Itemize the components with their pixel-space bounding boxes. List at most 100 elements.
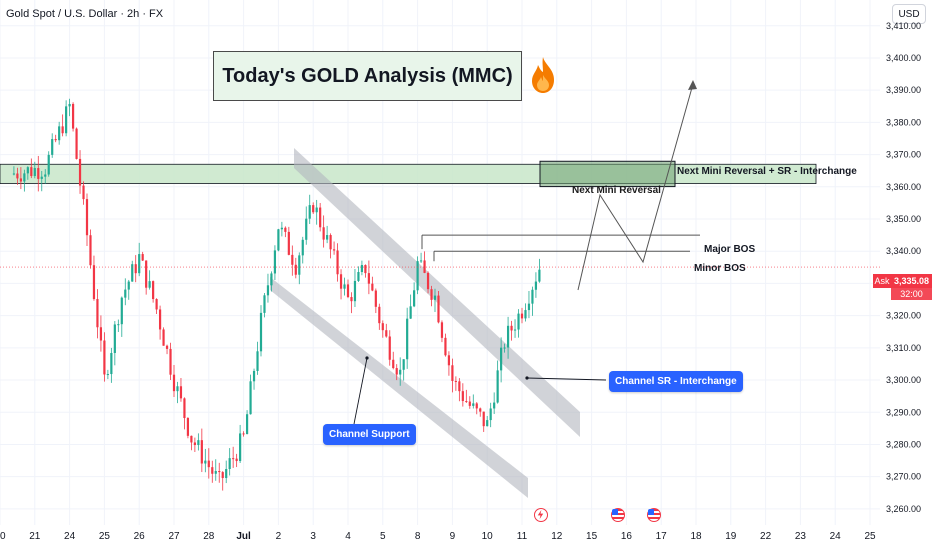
candle-body <box>225 469 228 479</box>
candle-body <box>409 306 412 319</box>
candle-body <box>350 297 353 302</box>
candle-body <box>531 289 534 304</box>
candle-body <box>124 289 127 298</box>
candle-body <box>353 280 357 302</box>
candle-body <box>378 306 381 324</box>
chart-svg[interactable] <box>0 0 880 525</box>
candle-body <box>291 254 294 265</box>
candle-body <box>138 254 141 274</box>
candle-body <box>221 472 224 479</box>
candle-body <box>141 254 144 261</box>
annotation-lines <box>0 80 880 425</box>
candle-body <box>287 231 290 255</box>
candle-body <box>381 323 384 331</box>
candle-body <box>134 264 137 274</box>
candle-body <box>145 260 148 288</box>
candle-body <box>176 386 179 392</box>
mini-reversal-box <box>539 160 676 188</box>
bar-countdown: 32:00 <box>891 288 932 300</box>
channel-lower-band <box>270 277 528 498</box>
candle-body <box>402 359 405 370</box>
candle-body <box>482 411 485 427</box>
x-tick-label: 2 <box>276 531 282 542</box>
projection-path <box>577 83 694 291</box>
y-tick-label: 3,290.00 <box>886 407 921 417</box>
candle-body <box>200 440 203 464</box>
candle-body <box>440 322 444 338</box>
candle-body <box>364 265 367 274</box>
candle-body <box>26 167 29 174</box>
flash-event-icon[interactable] <box>534 508 548 522</box>
candle-body <box>527 303 531 311</box>
candle-body <box>520 313 524 319</box>
candles <box>12 98 541 491</box>
x-tick-label: 18 <box>690 531 702 542</box>
minor-bos-label: Minor BOS <box>694 263 746 274</box>
candle-body <box>16 173 19 179</box>
candle-body <box>371 283 374 291</box>
candle-body <box>228 458 231 470</box>
candle-body <box>214 471 217 474</box>
candle-body <box>183 398 186 419</box>
x-tick-label: 21 <box>29 531 41 542</box>
x-tick-label: 4 <box>345 531 351 542</box>
candle-body <box>388 336 391 360</box>
candle-body <box>152 281 155 300</box>
chart-plot-area[interactable]: Gold Spot / U.S. Dollar · 2h · FX Today'… <box>0 0 880 525</box>
us-flag-event-icon[interactable] <box>647 508 661 522</box>
ask-label: Ask <box>873 274 891 288</box>
major-bos-label: Major BOS <box>704 244 756 255</box>
candle-body <box>496 370 499 403</box>
channel-sr-tag[interactable]: Channel SR - Interchange <box>609 371 743 392</box>
candle-body <box>75 128 78 159</box>
candle-body <box>489 408 492 421</box>
candle-body <box>193 442 196 446</box>
candle-body <box>172 374 176 392</box>
candle-body <box>239 433 242 462</box>
us-flag-event-icon[interactable] <box>611 508 625 522</box>
candle-body <box>197 440 200 446</box>
candle-body <box>319 207 322 228</box>
candle-body <box>458 381 461 392</box>
candle-body <box>259 312 263 352</box>
candle-body <box>78 158 82 186</box>
y-tick-label: 3,350.00 <box>886 214 921 224</box>
candle-body <box>301 239 304 256</box>
candle-body <box>190 435 193 443</box>
candle-body <box>256 351 259 371</box>
candle-body <box>204 460 207 464</box>
candle-body <box>479 408 482 412</box>
time-axis[interactable]: 20212425262728Jul23458910111215161718192… <box>0 525 880 550</box>
reversal-zone <box>0 160 817 188</box>
x-tick-label: Jul <box>236 531 251 542</box>
headline-text: Today's GOLD Analysis (MMC) <box>222 64 513 87</box>
candle-body <box>524 310 527 319</box>
candle-body <box>360 265 364 273</box>
candle-body <box>92 265 96 300</box>
candle-body <box>534 281 538 290</box>
analysis-headline[interactable]: Today's GOLD Analysis (MMC) <box>213 51 522 101</box>
x-tick-label: 5 <box>380 531 386 542</box>
x-tick-label: 20 <box>0 531 6 542</box>
symbol-title[interactable]: Gold Spot / U.S. Dollar · 2h · FX <box>6 8 164 20</box>
candle-body <box>312 205 315 213</box>
candle-body <box>357 272 360 281</box>
candle-body <box>538 269 541 282</box>
y-tick-label: 3,320.00 <box>886 311 921 321</box>
candle-body <box>506 325 510 348</box>
candle-body <box>322 227 325 240</box>
candle-body <box>423 260 426 273</box>
x-tick-label: 24 <box>830 531 842 542</box>
y-tick-label: 3,390.00 <box>886 85 921 95</box>
channel-support-tag[interactable]: Channel Support <box>323 424 416 445</box>
candle-body <box>332 249 336 251</box>
x-tick-label: 27 <box>168 531 180 542</box>
currency-selector[interactable]: USD <box>892 4 926 24</box>
candle-body <box>120 297 123 325</box>
candle-body <box>82 185 85 200</box>
candle-body <box>162 329 165 346</box>
x-tick-label: 23 <box>795 531 807 542</box>
candle-body <box>298 255 301 275</box>
candle-body <box>346 284 350 298</box>
candle-body <box>517 313 520 330</box>
